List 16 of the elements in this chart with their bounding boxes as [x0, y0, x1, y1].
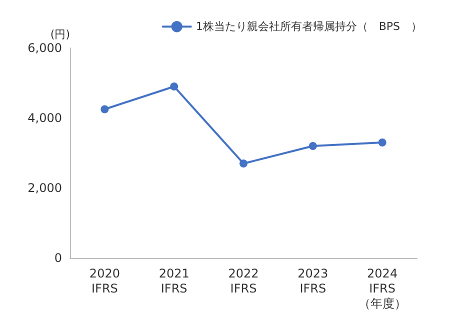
y-tick-label: 6,000 [28, 41, 62, 55]
y-tick-label: 2,000 [28, 181, 62, 195]
x-tick-label: 2024 IFRS （年度） [358, 266, 406, 310]
point [308, 142, 317, 150]
point [170, 82, 178, 90]
y-tick-label: 0 [54, 251, 62, 265]
point [378, 138, 386, 146]
x-tick-label: 2022 IFRS [228, 266, 259, 296]
point [100, 105, 109, 114]
x-tick-label: 2021 IFRS [158, 266, 190, 296]
y-tick-label: 4,000 [28, 111, 62, 125]
y-axis-title: (円) [50, 28, 70, 41]
x-tick-label: 2020 IFRS [89, 266, 120, 296]
x-tick-label: 2023 IFRS [298, 266, 328, 296]
legend-label: 1株当たり親会社所有者帰属持分（ BPS ） [196, 20, 422, 34]
point [240, 160, 248, 168]
